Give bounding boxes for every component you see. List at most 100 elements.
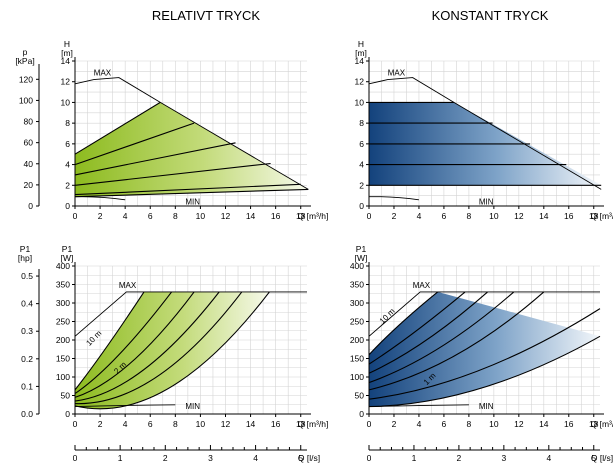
x-tick-label: 16 — [564, 211, 574, 221]
min-label: MIN — [479, 402, 494, 411]
secondary-tick-label: 80 — [24, 117, 34, 127]
secondary-tick-label: 100 — [19, 95, 33, 105]
y-tick-label: 350 — [56, 280, 70, 290]
flow-ls-tick-label: 0 — [367, 453, 372, 463]
x-tick-label: 18 — [296, 211, 306, 221]
chart-title-constant-pressure: KONSTANT TRYCK — [431, 8, 549, 23]
secondary-tick-label: 0.0 — [21, 409, 33, 419]
y-tick-label: 4 — [65, 160, 70, 170]
flow-ls-tick-label: 2 — [163, 453, 168, 463]
flow-ls-axis-label: Q [l/s] — [591, 453, 613, 463]
x-tick-label: 4 — [417, 211, 422, 221]
x-axis-label: Q [m³/h] — [298, 211, 329, 221]
x-tick-label: 10 — [196, 211, 206, 221]
y-axis-unit: [W] — [61, 253, 74, 263]
setpoint-curve — [368, 291, 439, 356]
y-tick-label: 10 — [355, 97, 365, 107]
y-tick-label: 50 — [61, 391, 71, 401]
y-tick-label: 350 — [350, 280, 364, 290]
x-axis-label: Q [m³/h] — [591, 419, 613, 429]
setpoint-curve — [74, 291, 173, 395]
max-curve — [368, 77, 602, 190]
y-tick-label: 150 — [350, 354, 364, 364]
flow-ls-tick-label: 1 — [118, 453, 123, 463]
x-tick-label: 8 — [467, 211, 472, 221]
x-tick-label: 16 — [271, 419, 281, 429]
setpoint-curve — [368, 335, 601, 408]
y-tick-label: 250 — [56, 317, 70, 327]
max-curve — [74, 291, 307, 337]
x-tick-label: 14 — [539, 211, 549, 221]
y-tick-label: 6 — [65, 139, 70, 149]
secondary-tick-label: 0.4 — [21, 299, 33, 309]
x-tick-label: 16 — [564, 419, 574, 429]
setpoint-curve — [74, 291, 270, 410]
y-tick-label: 50 — [355, 391, 365, 401]
x-tick-label: 8 — [173, 419, 178, 429]
y-axis-unit: [m] — [61, 48, 73, 58]
max-label: MAX — [94, 69, 112, 78]
flow-ls-tick-label: 1 — [412, 453, 417, 463]
y-tick-label: 400 — [56, 261, 70, 271]
min-label: MIN — [185, 197, 200, 206]
x-tick-label: 12 — [221, 211, 231, 221]
flow-ls-tick-label: 4 — [546, 453, 551, 463]
max-label: MAX — [413, 281, 431, 290]
max-label: MAX — [388, 69, 406, 78]
x-tick-label: 6 — [148, 419, 153, 429]
y-tick-label: 150 — [56, 354, 70, 364]
y-tick-label: 12 — [61, 77, 71, 87]
y-tick-label: 0 — [65, 201, 70, 211]
y-tick-label: 0 — [359, 409, 364, 419]
y-tick-label: 8 — [65, 118, 70, 128]
y-tick-label: 200 — [56, 335, 70, 345]
min-curve — [368, 196, 419, 201]
secondary-tick-label: 40 — [24, 159, 34, 169]
max-curve — [74, 77, 309, 190]
y-tick-label: 2 — [359, 180, 364, 190]
x-tick-label: 6 — [442, 419, 447, 429]
y-tick-label: 12 — [355, 77, 365, 87]
y-tick-label: 14 — [61, 56, 71, 66]
y-axis-label: H — [64, 39, 70, 49]
secondary-tick-label: 120 — [19, 74, 33, 84]
y-tick-label: 200 — [350, 335, 364, 345]
x-tick-label: 14 — [246, 211, 256, 221]
y-tick-label: 0 — [65, 409, 70, 419]
max-curve — [368, 291, 600, 337]
x-tick-label: 8 — [173, 211, 178, 221]
min-label: MIN — [185, 402, 200, 411]
flow-ls-tick-label: 3 — [501, 453, 506, 463]
setpoint-curve — [74, 162, 271, 186]
y-tick-label: 300 — [350, 298, 364, 308]
x-axis-label: Q [m³/h] — [591, 211, 613, 221]
setpoint-curve — [74, 188, 309, 198]
setpoint-curve — [368, 291, 545, 391]
setpoint-curve — [74, 291, 145, 391]
setpoint-curve — [74, 142, 236, 176]
x-tick-label: 4 — [417, 419, 422, 429]
x-tick-label: 2 — [392, 211, 397, 221]
x-tick-label: 2 — [392, 419, 397, 429]
secondary-tick-label: 0 — [28, 201, 33, 211]
operating-area — [75, 102, 309, 197]
x-tick-label: 18 — [589, 211, 599, 221]
flow-ls-tick-label: 3 — [208, 453, 213, 463]
min-label: MIN — [479, 197, 494, 206]
x-tick-label: 14 — [539, 419, 549, 429]
setpoint-curve — [74, 101, 161, 155]
flow-ls-tick-label: 2 — [457, 453, 462, 463]
x-tick-label: 12 — [221, 419, 231, 429]
x-tick-label: 12 — [514, 211, 524, 221]
x-tick-label: 18 — [589, 419, 599, 429]
x-tick-label: 4 — [123, 419, 128, 429]
y-tick-label: 4 — [359, 160, 364, 170]
secondary-tick-label: 60 — [24, 138, 34, 148]
x-tick-label: 8 — [467, 419, 472, 429]
y-tick-label: 6 — [359, 139, 364, 149]
secondary-tick-label: 0.5 — [21, 271, 33, 281]
setpoint-curve — [74, 122, 195, 166]
y-tick-label: 10 — [61, 97, 71, 107]
x-tick-label: 0 — [73, 211, 78, 221]
